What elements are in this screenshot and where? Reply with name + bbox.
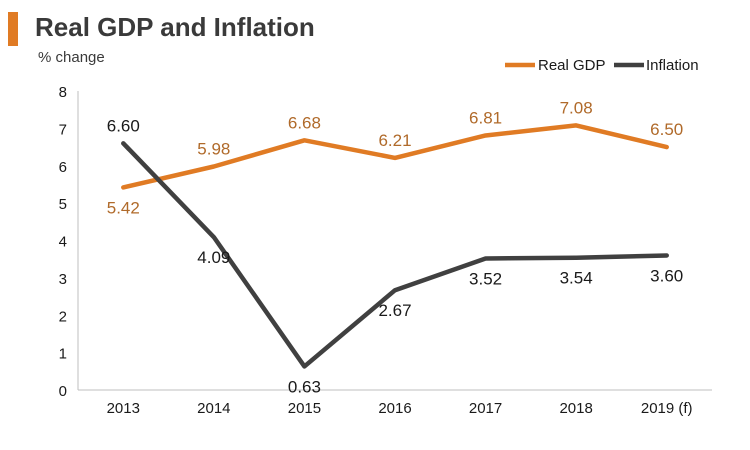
y-tick-label: 6 xyxy=(59,159,67,176)
inflation-line xyxy=(121,141,669,369)
y-tick-label: 2 xyxy=(59,308,67,325)
x-tick-label: 2016 xyxy=(378,400,411,417)
chart-title: Real GDP and Inflation xyxy=(35,12,315,42)
real-gdp-line xyxy=(121,123,669,190)
y-tick-label: 0 xyxy=(59,383,67,400)
inflation-data-label: 2.67 xyxy=(378,301,411,320)
x-tick-label: 2013 xyxy=(107,400,140,417)
chart-subtitle: % change xyxy=(38,49,105,66)
real-gdp-data-label: 5.42 xyxy=(107,198,140,217)
inflation-data-label: 0.63 xyxy=(288,377,321,396)
inflation-data-label: 6.60 xyxy=(107,116,140,135)
legend: Real GDP Inflation xyxy=(505,57,699,74)
y-tick-label: 8 xyxy=(59,84,67,101)
inflation-data-label: 3.60 xyxy=(650,266,683,285)
x-tick-label: 2019 (f) xyxy=(641,400,693,417)
inflation-data-label: 4.09 xyxy=(197,248,230,267)
y-tick-label: 7 xyxy=(59,121,67,138)
real-gdp-data-label: 6.68 xyxy=(288,113,321,132)
series-lines xyxy=(121,123,669,369)
y-tick-label: 3 xyxy=(59,271,67,288)
data-labels: 5.42 5.98 6.68 6.21 6.81 7.08 6.50 6.60 4.09 0.63… xyxy=(107,98,684,396)
inflation-data-label: 3.52 xyxy=(469,269,502,288)
x-tick-label: 2014 xyxy=(197,400,230,417)
legend-real-gdp-label: Real GDP xyxy=(538,57,606,74)
y-tick-label: 5 xyxy=(59,196,67,213)
legend-inflation-label: Inflation xyxy=(646,57,699,74)
axes: 0 1 2 3 4 5 6 7 8 2013 2014 2015 2016 2017 2018 2019 (f… xyxy=(59,84,712,417)
real-gdp-data-label: 6.81 xyxy=(469,108,502,127)
x-tick-label: 2017 xyxy=(469,400,502,417)
x-tick-label: 2015 xyxy=(288,400,321,417)
inflation-data-label: 3.54 xyxy=(560,269,593,288)
x-tick-label: 2018 xyxy=(559,400,592,417)
real-gdp-data-label: 6.50 xyxy=(650,120,683,139)
title-accent-bar xyxy=(8,12,18,46)
real-gdp-data-label: 7.08 xyxy=(560,98,593,117)
y-tick-label: 1 xyxy=(59,346,67,363)
real-gdp-data-label: 5.98 xyxy=(197,139,230,158)
y-tick-label: 4 xyxy=(59,234,67,251)
real-gdp-data-label: 6.21 xyxy=(378,131,411,150)
